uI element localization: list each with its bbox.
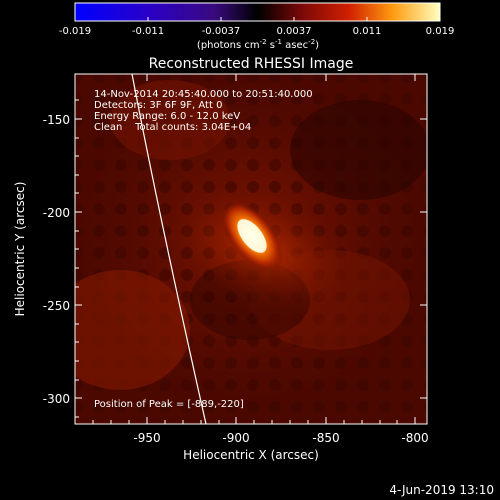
info-clean-counts: Clean Total counts: 3.04E+04 [94, 122, 251, 133]
timestamp: 4-Jun-2019 13:10 [389, 483, 494, 497]
colorbar [74, 2, 441, 22]
colorbar-tick-label: 0.019 [426, 26, 455, 37]
colorbar-ticks [74, 17, 441, 21]
y-tick-label: -200 [43, 206, 70, 220]
peak-position-label: Position of Peak = [-889,-220] [94, 399, 244, 410]
colorbar-tick-label: -0.019 [59, 26, 91, 37]
x-axis-label: Heliocentric X (arcsec) [183, 448, 319, 462]
plot-title: Reconstructed RHESSI Image [149, 56, 354, 72]
x-tick-label: -900 [222, 431, 249, 445]
rhessi-image [75, 74, 427, 424]
y-tick-label: -150 [43, 113, 70, 127]
colorbar-tick-label: -0.011 [132, 26, 164, 37]
x-axis-ticks [92, 74, 416, 424]
colorbar-tick-label: 0.0037 [277, 26, 312, 37]
x-tick-label: -800 [401, 431, 428, 445]
x-tick-label: -950 [133, 431, 160, 445]
info-energy-range: Energy Range: 6.0 - 12.0 keV [94, 111, 240, 122]
solar-limb-line [131, 74, 207, 424]
colorbar-units: (photons cm-2 s-1 asec-2) [197, 38, 319, 51]
colorbar-tick-label: 0.011 [353, 26, 382, 37]
colorbar-tick-label: -0.0037 [202, 26, 241, 37]
y-axis-label: Heliocentric Y (arcsec) [13, 182, 27, 317]
y-tick-label: -300 [43, 392, 70, 406]
info-time-range: 14-Nov-2014 20:45:40.000 to 20:51:40.000 [94, 89, 313, 100]
y-tick-label: -250 [43, 299, 70, 313]
info-detectors: Detectors: 3F 6F 9F, Att 0 [94, 100, 222, 111]
y-axis-ticks [75, 99, 427, 418]
x-tick-label: -850 [312, 431, 339, 445]
